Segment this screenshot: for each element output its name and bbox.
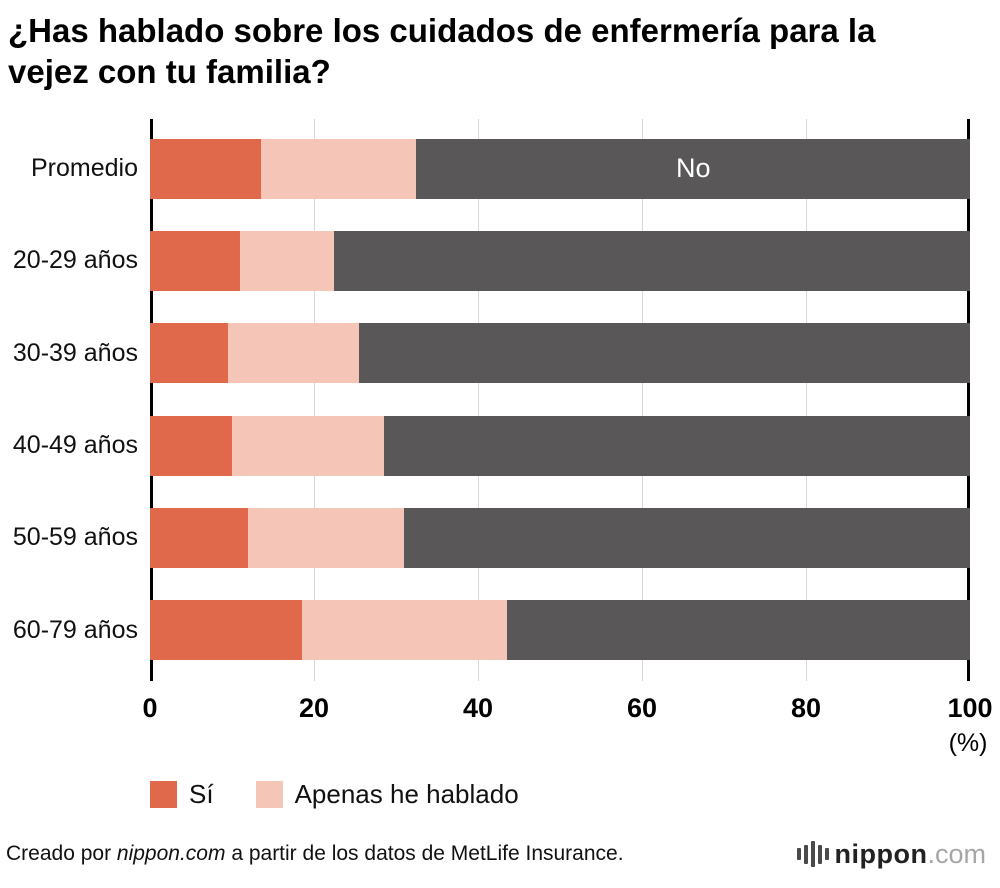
bar-row: 40-49 años <box>0 415 1000 476</box>
bar-segment-apenas-he-hablado <box>301 600 507 661</box>
x-axis-unit: (%) <box>948 728 988 757</box>
gridline <box>314 118 315 681</box>
bar-row: 30-39 años <box>0 323 1000 384</box>
legend-label: Apenas he hablado <box>294 778 519 809</box>
credit-source: nippon.com <box>116 842 226 865</box>
bar-segment-apenas-he-hablado <box>240 230 335 291</box>
bar-row: Promedio No <box>0 138 1000 199</box>
x-tick-label: 80 <box>790 692 822 723</box>
bar-track <box>150 230 970 291</box>
logo-suffix: .com <box>927 838 986 869</box>
bar-track: No <box>150 138 970 199</box>
legend-swatch <box>150 780 177 808</box>
logo-bar <box>803 844 808 864</box>
grid-layer <box>150 118 970 681</box>
legend-swatch <box>255 780 283 808</box>
x-tick-label: 100 <box>947 692 993 723</box>
gridline <box>642 118 643 681</box>
stacked-bar-chart: Promedio No 20-29 años 30-39 años 40-49 años… <box>0 118 1000 681</box>
bar-segment-no <box>334 230 970 291</box>
bar-segment-apenas-he-hablado <box>260 138 417 199</box>
bar-segment-no <box>383 415 970 476</box>
bar-segment-apenas-he-hablado <box>232 415 384 476</box>
bar-track <box>150 600 970 661</box>
bar-rows: Promedio No 20-29 años 30-39 años 40-49 años… <box>0 119 1000 681</box>
bar-row: 50-59 años <box>0 507 1000 568</box>
bar-segment-no: No <box>416 138 970 199</box>
category-label: 60-79 años <box>12 615 138 644</box>
left-axis-line <box>150 118 153 681</box>
gridline <box>478 118 479 681</box>
bar-segment-s- <box>150 507 249 568</box>
x-tick-label: 60 <box>626 692 658 723</box>
nippon-logo-bars-icon <box>796 839 829 869</box>
logo-bar <box>796 848 801 860</box>
logo-text: nippon <box>834 838 928 869</box>
x-tick-label: 0 <box>142 692 158 723</box>
category-label: 30-39 años <box>12 338 138 367</box>
nippon-logo: nippon.com <box>796 838 986 870</box>
bar-segment-apenas-he-hablado <box>227 323 360 384</box>
bar-segment-s- <box>150 415 232 476</box>
bar-track <box>150 415 970 476</box>
bar-segment-apenas-he-hablado <box>248 507 405 568</box>
category-label: 20-29 años <box>12 246 138 275</box>
legend-item: Sí <box>150 779 214 810</box>
bar-segment-no <box>506 600 970 661</box>
chart-title: ¿Has hablado sobre los cuidados de enfer… <box>8 12 876 91</box>
credit-prefix: Creado por <box>6 842 117 865</box>
bar-row: 20-29 años <box>0 230 1000 291</box>
x-axis: (%) 0 20 40 60 80 100 <box>142 681 992 757</box>
category-label: 50-59 años <box>12 523 138 552</box>
bar-segment-s- <box>150 323 228 384</box>
bar-track <box>150 323 970 384</box>
category-label: 40-49 años <box>12 431 138 460</box>
bar-row: 60-79 años <box>0 600 1000 661</box>
bar-segment-s- <box>150 600 302 661</box>
right-axis-line <box>967 118 970 681</box>
legend-item: Apenas he hablado <box>255 778 519 810</box>
credit-suffix: a partir de los datos de MetLife Insuran… <box>225 842 624 865</box>
bar-segment-s- <box>150 230 241 291</box>
logo-bar <box>824 848 829 860</box>
bar-segment-s- <box>150 138 261 199</box>
logo-bar <box>810 841 815 867</box>
x-tick-label: 20 <box>298 692 330 723</box>
x-tick-label: 40 <box>462 692 494 723</box>
bar-segment-no <box>404 507 970 568</box>
legend-label: Sí <box>189 778 214 809</box>
category-label: Promedio <box>31 154 138 183</box>
bar-segment-no <box>359 323 970 384</box>
logo-bar <box>817 844 822 864</box>
bar-track <box>150 507 970 568</box>
footer: Creado por nippon.com a partir de los da… <box>0 830 1000 888</box>
legend: Sí Apenas he hablado <box>150 779 1000 810</box>
credit-text: Creado por nippon.com a partir de los da… <box>6 842 624 866</box>
gridline <box>806 118 807 681</box>
